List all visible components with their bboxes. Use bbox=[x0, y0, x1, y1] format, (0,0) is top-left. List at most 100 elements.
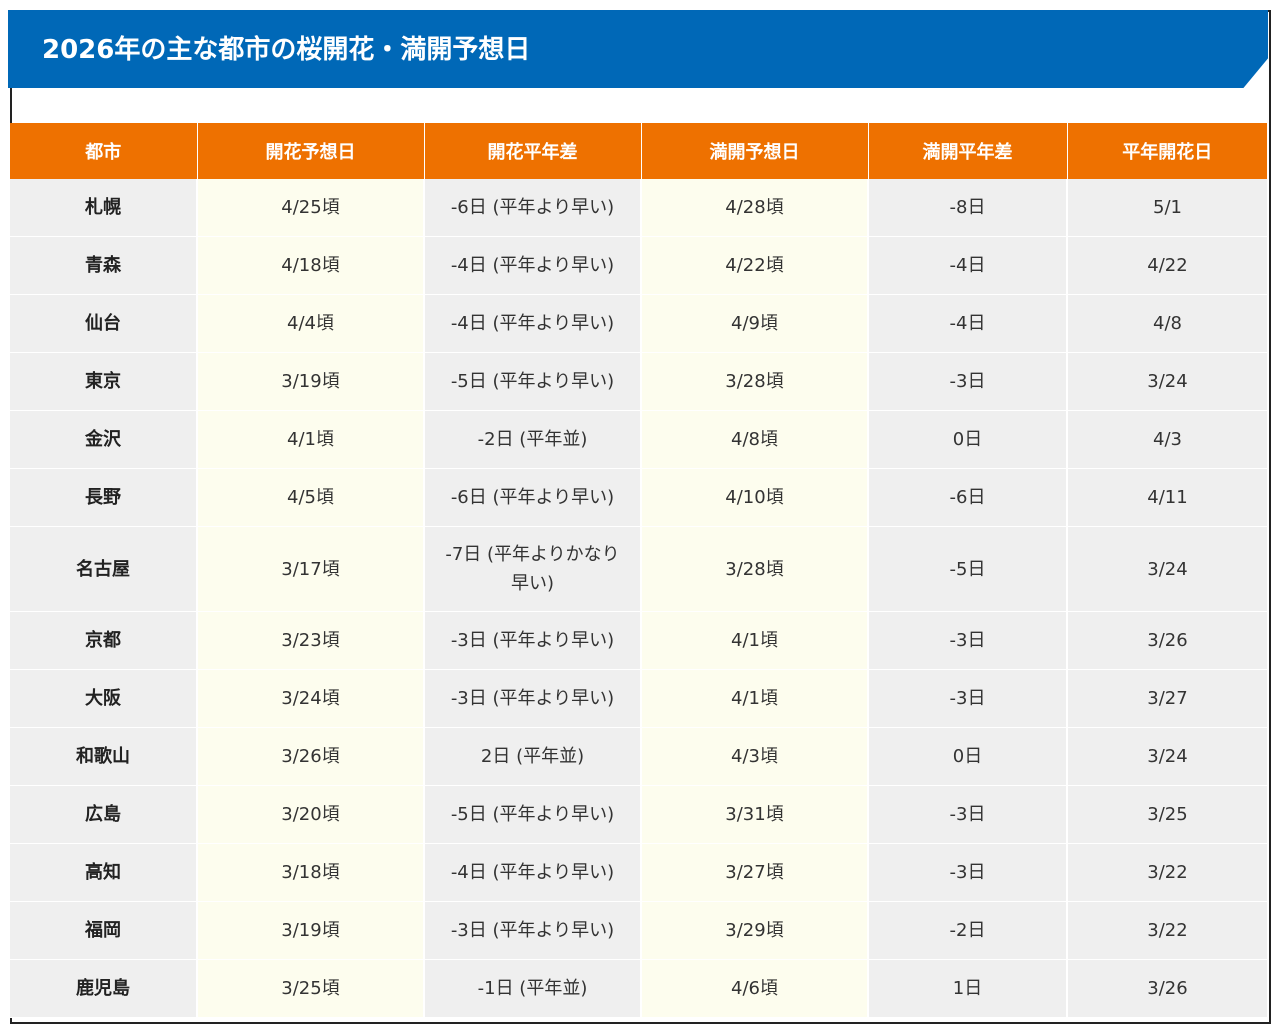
city-cell: 大阪 bbox=[10, 669, 197, 728]
average-bloom-cell: 4/8 bbox=[1066, 294, 1267, 353]
bloom-difference-cell: -3日 (平年より早い) bbox=[423, 669, 641, 728]
city-cell: 鹿児島 bbox=[10, 959, 197, 1018]
table-row: 和歌山 3/26頃 2日 (平年並) 4/3頃 0日 3/24 bbox=[10, 727, 1267, 786]
table-row: 長野 4/5頃 -6日 (平年より早い) 4/10頃 -6日 4/11 bbox=[10, 468, 1267, 527]
bloom-forecast-cell: 3/25頃 bbox=[196, 959, 424, 1018]
bloom-difference-cell: -2日 (平年並) bbox=[423, 410, 641, 469]
city-cell: 和歌山 bbox=[10, 727, 197, 786]
city-cell: 高知 bbox=[10, 843, 197, 902]
sakura-forecast-table: 都市 開花予想日 開花平年差 満開予想日 満開平年差 平年開花日 札幌 4/25頃… bbox=[10, 123, 1267, 1018]
bloom-difference-cell: -7日 (平年よりかなり早い) bbox=[423, 526, 641, 612]
city-cell: 金沢 bbox=[10, 410, 197, 469]
bloom-difference-cell: -4日 (平年より早い) bbox=[423, 294, 641, 353]
full-bloom-difference-cell: -3日 bbox=[867, 352, 1067, 411]
average-bloom-cell: 3/22 bbox=[1066, 843, 1267, 902]
full-bloom-difference-cell: -6日 bbox=[867, 468, 1067, 527]
city-cell: 札幌 bbox=[10, 179, 197, 237]
bloom-difference-cell: -5日 (平年より早い) bbox=[423, 352, 641, 411]
bloom-difference-cell: -4日 (平年より早い) bbox=[423, 843, 641, 902]
bloom-forecast-cell: 3/23頃 bbox=[196, 611, 424, 670]
full-bloom-difference-cell: 1日 bbox=[867, 959, 1067, 1018]
table-row: 京都 3/23頃 -3日 (平年より早い) 4/1頃 -3日 3/26 bbox=[10, 611, 1267, 670]
full-bloom-forecast-cell: 4/1頃 bbox=[640, 669, 868, 728]
header-bloom-forecast: 開花予想日 bbox=[196, 123, 425, 179]
page-title: 2026年の主な都市の桜開花・満開予想日 bbox=[42, 35, 531, 65]
full-bloom-forecast-cell: 3/28頃 bbox=[640, 526, 868, 612]
full-bloom-forecast-cell: 4/1頃 bbox=[640, 611, 868, 670]
header-full-bloom-forecast: 満開予想日 bbox=[640, 123, 869, 179]
full-bloom-difference-cell: -5日 bbox=[867, 526, 1067, 612]
average-bloom-cell: 3/26 bbox=[1066, 959, 1267, 1018]
city-cell: 青森 bbox=[10, 236, 197, 295]
header-full-bloom-difference: 満開平年差 bbox=[867, 123, 1068, 179]
city-cell: 東京 bbox=[10, 352, 197, 411]
bloom-difference-cell: 2日 (平年並) bbox=[423, 727, 641, 786]
average-bloom-cell: 3/27 bbox=[1066, 669, 1267, 728]
full-bloom-difference-cell: 0日 bbox=[867, 727, 1067, 786]
city-cell: 仙台 bbox=[10, 294, 197, 353]
table-row: 金沢 4/1頃 -2日 (平年並) 4/8頃 0日 4/3 bbox=[10, 410, 1267, 469]
average-bloom-cell: 3/26 bbox=[1066, 611, 1267, 670]
full-bloom-forecast-cell: 3/31頃 bbox=[640, 785, 868, 844]
full-bloom-difference-cell: -3日 bbox=[867, 611, 1067, 670]
full-bloom-difference-cell: -3日 bbox=[867, 669, 1067, 728]
bloom-forecast-cell: 3/26頃 bbox=[196, 727, 424, 786]
table-row: 名古屋 3/17頃 -7日 (平年よりかなり早い) 3/28頃 -5日 3/24 bbox=[10, 526, 1267, 612]
title-banner: 2026年の主な都市の桜開花・満開予想日 bbox=[8, 10, 1268, 88]
city-cell: 福岡 bbox=[10, 901, 197, 960]
full-bloom-difference-cell: -8日 bbox=[867, 179, 1067, 237]
header-city: 都市 bbox=[10, 123, 198, 179]
bloom-forecast-cell: 4/5頃 bbox=[196, 468, 424, 527]
average-bloom-cell: 4/3 bbox=[1066, 410, 1267, 469]
city-cell: 京都 bbox=[10, 611, 197, 670]
full-bloom-forecast-cell: 4/8頃 bbox=[640, 410, 868, 469]
header-average-bloom-date: 平年開花日 bbox=[1066, 123, 1267, 179]
full-bloom-forecast-cell: 4/3頃 bbox=[640, 727, 868, 786]
bloom-difference-cell: -3日 (平年より早い) bbox=[423, 611, 641, 670]
average-bloom-cell: 4/22 bbox=[1066, 236, 1267, 295]
full-bloom-forecast-cell: 4/6頃 bbox=[640, 959, 868, 1018]
bloom-difference-cell: -6日 (平年より早い) bbox=[423, 179, 641, 237]
average-bloom-cell: 3/25 bbox=[1066, 785, 1267, 844]
average-bloom-cell: 3/24 bbox=[1066, 526, 1267, 612]
full-bloom-forecast-cell: 3/27頃 bbox=[640, 843, 868, 902]
full-bloom-difference-cell: 0日 bbox=[867, 410, 1067, 469]
bloom-forecast-cell: 4/25頃 bbox=[196, 179, 424, 237]
table-header-row: 都市 開花予想日 開花平年差 満開予想日 満開平年差 平年開花日 bbox=[10, 123, 1267, 179]
full-bloom-difference-cell: -3日 bbox=[867, 843, 1067, 902]
bloom-forecast-cell: 4/1頃 bbox=[196, 410, 424, 469]
full-bloom-difference-cell: -3日 bbox=[867, 785, 1067, 844]
average-bloom-cell: 3/24 bbox=[1066, 352, 1267, 411]
table-row: 東京 3/19頃 -5日 (平年より早い) 3/28頃 -3日 3/24 bbox=[10, 352, 1267, 411]
average-bloom-cell: 4/11 bbox=[1066, 468, 1267, 527]
average-bloom-cell: 3/24 bbox=[1066, 727, 1267, 786]
average-bloom-cell: 5/1 bbox=[1066, 179, 1267, 237]
bloom-forecast-cell: 3/19頃 bbox=[196, 901, 424, 960]
table-row: 仙台 4/4頃 -4日 (平年より早い) 4/9頃 -4日 4/8 bbox=[10, 294, 1267, 353]
table-row: 札幌 4/25頃 -6日 (平年より早い) 4/28頃 -8日 5/1 bbox=[10, 179, 1267, 237]
full-bloom-difference-cell: -4日 bbox=[867, 236, 1067, 295]
bloom-difference-cell: -4日 (平年より早い) bbox=[423, 236, 641, 295]
header-bloom-difference: 開花平年差 bbox=[423, 123, 642, 179]
full-bloom-forecast-cell: 4/10頃 bbox=[640, 468, 868, 527]
bloom-forecast-cell: 3/20頃 bbox=[196, 785, 424, 844]
city-cell: 広島 bbox=[10, 785, 197, 844]
city-cell: 名古屋 bbox=[10, 526, 197, 612]
full-bloom-difference-cell: -4日 bbox=[867, 294, 1067, 353]
table-row: 大阪 3/24頃 -3日 (平年より早い) 4/1頃 -3日 3/27 bbox=[10, 669, 1267, 728]
bloom-difference-cell: -6日 (平年より早い) bbox=[423, 468, 641, 527]
bloom-forecast-cell: 3/24頃 bbox=[196, 669, 424, 728]
bloom-forecast-cell: 4/18頃 bbox=[196, 236, 424, 295]
average-bloom-cell: 3/22 bbox=[1066, 901, 1267, 960]
city-cell: 長野 bbox=[10, 468, 197, 527]
full-bloom-forecast-cell: 4/28頃 bbox=[640, 179, 868, 237]
bloom-difference-cell: -5日 (平年より早い) bbox=[423, 785, 641, 844]
table-row: 青森 4/18頃 -4日 (平年より早い) 4/22頃 -4日 4/22 bbox=[10, 236, 1267, 295]
bloom-forecast-cell: 3/18頃 bbox=[196, 843, 424, 902]
full-bloom-forecast-cell: 4/9頃 bbox=[640, 294, 868, 353]
bloom-difference-cell: -3日 (平年より早い) bbox=[423, 901, 641, 960]
table-row: 広島 3/20頃 -5日 (平年より早い) 3/31頃 -3日 3/25 bbox=[10, 785, 1267, 844]
full-bloom-forecast-cell: 4/22頃 bbox=[640, 236, 868, 295]
full-bloom-forecast-cell: 3/29頃 bbox=[640, 901, 868, 960]
table-row: 鹿児島 3/25頃 -1日 (平年並) 4/6頃 1日 3/26 bbox=[10, 959, 1267, 1018]
